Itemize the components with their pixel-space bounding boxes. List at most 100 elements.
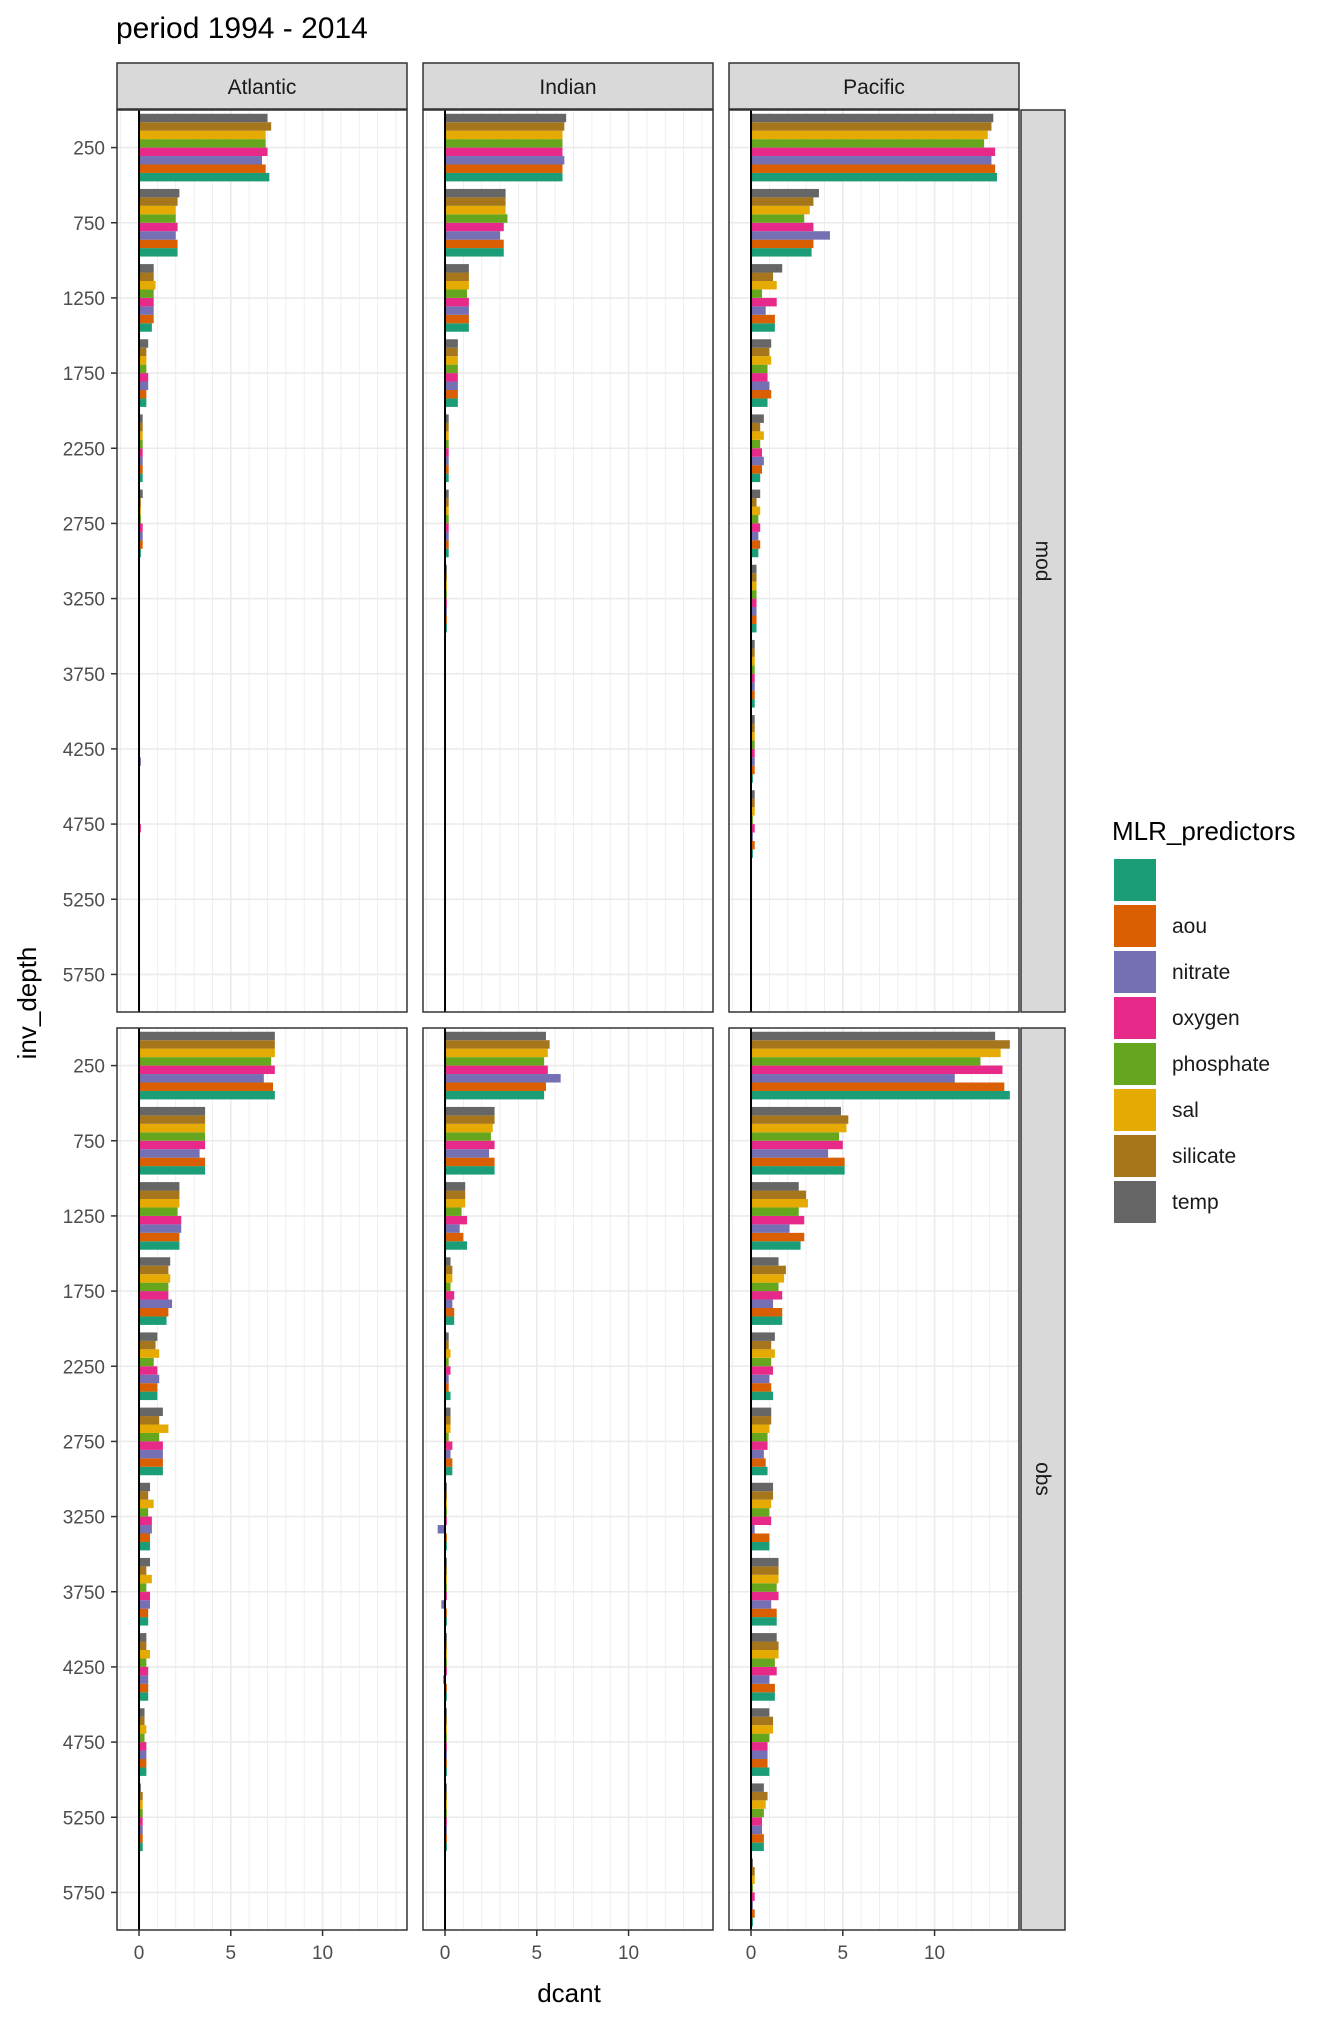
legend-label-silicate: silicate [1172,1145,1236,1168]
bar-sal-4750 [139,1725,147,1734]
bar-unnamed-250 [445,172,563,182]
bar-unnamed-250 [139,1090,275,1100]
bar-unnamed-2250 [139,473,143,483]
bar-unnamed-1750 [445,1316,455,1325]
bar-temp-1750 [751,339,772,348]
bar-nitrate-1750 [751,381,770,390]
bar-sal-4250 [139,1650,151,1659]
bar-aou-4250 [751,1683,775,1693]
bar-silicate-1750 [139,347,147,357]
bar-oxygen-2250 [139,1366,158,1375]
bar-sal-4250 [751,732,755,741]
bar-phosphate-5250 [751,1808,764,1818]
bar-sal-5250 [139,1800,143,1809]
bar-silicate-1250 [139,1190,180,1200]
y-tick-label: 5750 [63,965,105,986]
bar-sal-2250 [139,431,143,440]
bar-aou-1750 [751,1307,783,1317]
bar-unnamed-3250 [751,1541,770,1551]
panel-border [422,1027,714,1931]
bar-unnamed-250 [139,172,270,182]
bar-sal-1250 [751,1199,808,1208]
bar-nitrate-2750 [139,531,143,541]
bar-phosphate-2250 [139,439,143,449]
bar-nitrate-2250 [139,456,143,466]
y-tick-label: 2750 [63,1432,105,1453]
bar-temp-2250 [445,414,449,423]
bar-aou-2750 [139,540,143,549]
bar-oxygen-250 [751,147,996,157]
bar-temp-250 [139,113,268,123]
bar-silicate-5250 [139,1791,143,1801]
bar-sal-3750 [751,656,755,666]
bar-oxygen-3250 [139,1516,152,1526]
bar-unnamed-4250 [751,1692,775,1701]
bar-aou-1750 [139,389,147,399]
bar-temp-2750 [751,1407,772,1417]
bar-sal-2750 [751,1424,770,1433]
bar-temp-1250 [445,264,469,273]
bar-unnamed-750 [445,248,504,257]
bar-nitrate-750 [139,1149,200,1158]
bar-phosphate-2250 [445,1357,449,1367]
bar-phosphate-2750 [445,1432,449,1442]
bar-temp-4750 [139,1708,145,1717]
panel-mod-pacific [728,109,1020,1013]
facet-strip-mod [1020,109,1066,1013]
facet-strip-pacific [728,62,1020,110]
bar-silicate-4750 [751,1716,774,1726]
panel-border [728,1027,1020,1931]
bar-unnamed-1750 [751,1316,783,1325]
bar-silicate-4250 [751,1641,779,1651]
bar-oxygen-1250 [139,1215,182,1225]
bar-nitrate-3250 [751,1525,755,1534]
bar-phosphate-250 [139,1057,272,1066]
facet-strip-atlantic [116,62,408,110]
bar-nitrate-1250 [445,1224,460,1233]
bar-oxygen-1750 [139,373,149,382]
bar-sal-2250 [751,431,764,440]
facet-label-atlantic: Atlantic [228,76,297,99]
bar-nitrate-4750 [139,1750,147,1759]
bar-phosphate-2250 [751,439,761,449]
bar-temp-2750 [139,1407,163,1417]
panels-layer: Atlantic Indian Pacific mod obs 250 750 1250 175… [63,62,1066,1964]
bar-temp-1250 [445,1182,466,1191]
bar-sal-2750 [445,506,449,515]
bar-sal-3250 [139,1499,154,1509]
bar-unnamed-1250 [445,1241,468,1250]
bar-aou-250 [751,1082,1005,1091]
bar-sal-3250 [751,581,757,591]
bar-phosphate-1250 [751,1207,799,1216]
bar-sal-4750 [751,1725,774,1734]
bar-sal-2750 [751,506,761,515]
bar-unnamed-2750 [751,548,759,558]
bar-sal-750 [445,205,506,215]
legend-key-phosphate [1114,1043,1156,1085]
bar-oxygen-1250 [445,297,469,307]
bar-silicate-2750 [139,1416,160,1425]
bar-silicate-750 [139,1115,206,1124]
bar-nitrate-750 [751,231,830,240]
bar-phosphate-3250 [139,1508,149,1517]
bar-silicate-1750 [445,347,458,357]
bar-oxygen-4750 [139,1742,147,1751]
bar-unnamed-250 [751,1090,1010,1100]
bar-oxygen-750 [751,1140,843,1150]
bar-temp-250 [751,1031,996,1041]
bar-nitrate-1250 [751,1224,790,1233]
bar-aou-5750 [751,1909,755,1918]
bar-temp-750 [445,1106,495,1116]
bar-silicate-2250 [751,422,761,432]
bar-sal-4250 [751,1650,779,1659]
bar-oxygen-3750 [751,673,755,683]
bar-sal-1750 [139,356,147,365]
bar-silicate-750 [139,197,178,206]
legend-title: MLR_predictors [1112,816,1296,846]
bar-unnamed-750 [445,1166,495,1175]
bar-oxygen-5250 [751,1817,763,1826]
bar-phosphate-4250 [751,740,755,749]
bar-aou-4750 [751,1758,768,1768]
bar-aou-1250 [445,314,469,324]
bar-oxygen-1750 [751,1291,783,1300]
